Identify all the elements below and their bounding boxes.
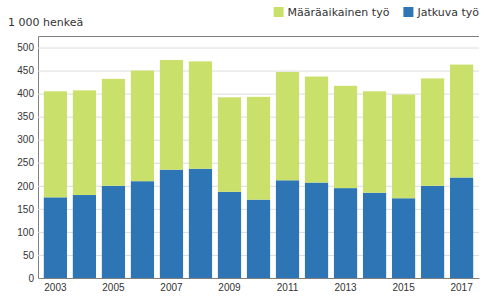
y-axis: 0 50 100 150 200 250 300 350 400 450 500: [17, 37, 479, 284]
bar: [334, 188, 357, 278]
grid-line: [38, 71, 479, 72]
x-tick: 2005: [102, 282, 125, 293]
x-tick-label: 2017: [450, 282, 473, 293]
y-tick: 500: [17, 42, 479, 53]
bar: [131, 181, 154, 278]
bar: [334, 86, 357, 188]
legend-swatch: [274, 7, 284, 17]
x-tick-label: 2011: [277, 282, 299, 293]
y-tick-label: 300: [17, 134, 34, 145]
y-tick-label: 500: [17, 42, 34, 53]
y-tick-label: 350: [17, 111, 34, 122]
legend-label: Määräaikainen työ: [288, 6, 390, 19]
x-tick-label: 2005: [102, 282, 125, 293]
x-tick: 2009: [218, 282, 241, 293]
bar: [189, 169, 212, 278]
y-tick-label: 0: [28, 273, 34, 284]
x-tick-label: 2009: [218, 282, 241, 293]
bar: [450, 65, 473, 178]
legend-item: Määräaikainen työ: [274, 6, 390, 19]
chart: 0501001502002503003504004505002003200520…: [0, 0, 491, 302]
x-axis: 2003 2005 2007 2009 2011 2013 2015 2017: [39, 279, 480, 294]
y-tick-label: 400: [17, 88, 34, 99]
bar: [44, 91, 67, 197]
bar: [44, 197, 67, 278]
bar: [131, 71, 154, 182]
bar: [421, 78, 444, 185]
legend: Määräaikainen työ Jatkuva työ: [274, 6, 480, 19]
x-tick: 2013: [334, 282, 357, 293]
x-tick-label: 2013: [334, 282, 357, 293]
legend-label: Jatkuva työ: [416, 6, 479, 19]
x-tick-label: 2007: [160, 282, 183, 293]
y-tick-label: 100: [17, 227, 34, 238]
bar: [102, 79, 125, 186]
y-tick-label: 250: [17, 157, 34, 168]
bar: [218, 97, 241, 191]
y-axis-title: 1 000 henkeä: [8, 16, 83, 29]
x-tick: 2015: [392, 282, 415, 293]
bars: [44, 60, 473, 278]
y-axis-line: [39, 37, 480, 279]
x-tick: 2017: [450, 282, 473, 293]
y-tick: 450: [17, 65, 479, 76]
bar: [392, 95, 415, 199]
bar: [276, 180, 299, 278]
y-tick-label: 450: [17, 65, 34, 76]
grid-line: [38, 278, 479, 279]
bar: [73, 195, 96, 278]
bar: [450, 178, 473, 278]
y-tick-label: 150: [17, 204, 34, 215]
x-axis-line: [39, 278, 480, 279]
bar: [160, 170, 183, 278]
y-tick-label: 50: [23, 250, 35, 261]
legend-item: Jatkuva työ: [403, 6, 479, 19]
x-tick: 2003: [44, 282, 67, 293]
bar: [247, 97, 270, 200]
x-tick: 2011: [277, 282, 299, 293]
x-tick-label: 2015: [392, 282, 415, 293]
bar: [305, 183, 328, 278]
grid-line: [38, 48, 479, 49]
y-tick-label: 200: [17, 181, 34, 192]
bar: [392, 198, 415, 278]
bar: [189, 61, 212, 168]
bar: [73, 90, 96, 195]
bar: [363, 193, 386, 278]
series-1: [44, 60, 473, 200]
bar: [276, 72, 299, 180]
bar: [305, 77, 328, 183]
x-tick-label: 2003: [44, 282, 67, 293]
plot: 0501001502002503003504004505002003200520…: [17, 37, 479, 294]
bar: [160, 60, 183, 170]
legend-swatch: [403, 7, 413, 17]
bar: [218, 192, 241, 278]
bar: [102, 186, 125, 278]
x-tick: 2007: [160, 282, 183, 293]
bar: [247, 200, 270, 278]
bar: [363, 91, 386, 192]
bar: [421, 186, 444, 278]
